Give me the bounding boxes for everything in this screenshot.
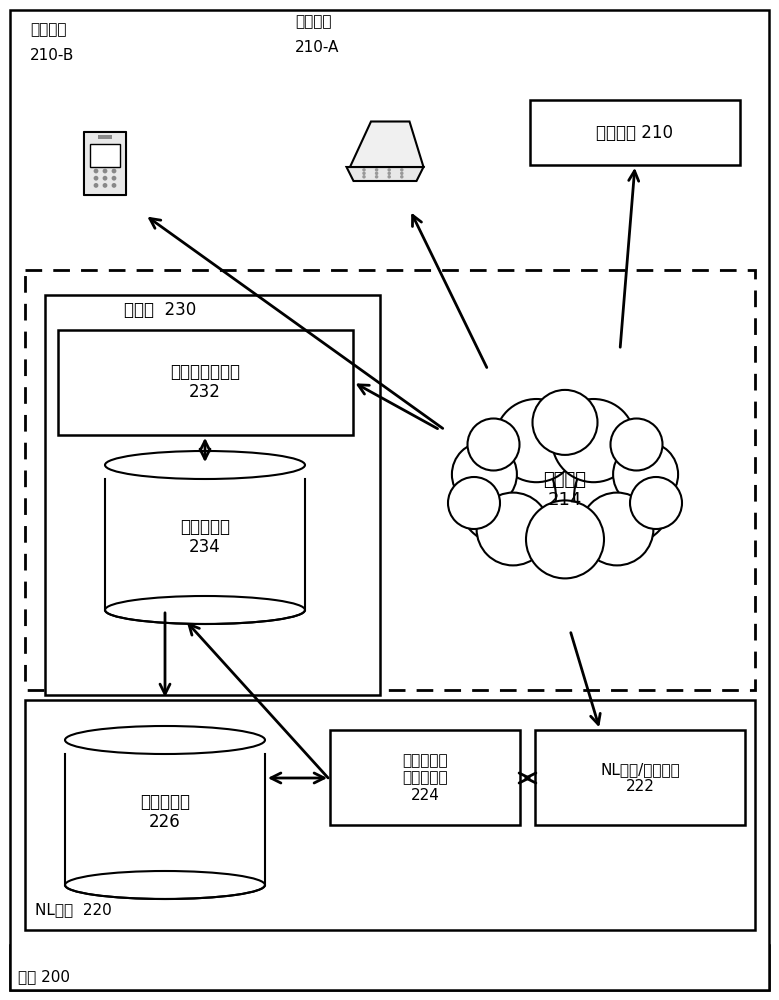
Circle shape: [375, 175, 379, 179]
Bar: [45, 295, 380, 695]
Polygon shape: [350, 121, 424, 167]
Circle shape: [362, 172, 366, 175]
Circle shape: [452, 442, 517, 507]
Circle shape: [362, 175, 366, 179]
Circle shape: [387, 175, 391, 179]
Text: 实体数据库
234: 实体数据库 234: [180, 518, 230, 556]
Text: 系统 200: 系统 200: [18, 970, 70, 984]
Circle shape: [400, 172, 404, 175]
Circle shape: [495, 399, 578, 482]
Circle shape: [375, 172, 379, 175]
Text: NL输入/输出接口
222: NL输入/输出接口 222: [600, 762, 680, 794]
Ellipse shape: [105, 596, 305, 624]
Circle shape: [362, 168, 366, 172]
Text: NL前端  220: NL前端 220: [35, 902, 111, 918]
Circle shape: [630, 477, 682, 529]
Circle shape: [477, 493, 549, 565]
Text: 用户设备: 用户设备: [295, 14, 332, 29]
Circle shape: [387, 172, 391, 175]
Text: 知识获取子系统
232: 知识获取子系统 232: [170, 363, 240, 401]
Bar: [90, 144, 120, 167]
Ellipse shape: [105, 451, 305, 479]
Circle shape: [103, 183, 108, 188]
Circle shape: [103, 169, 108, 173]
Text: 知识库  230: 知识库 230: [124, 301, 196, 319]
Circle shape: [400, 175, 404, 179]
Text: 用户设备 210: 用户设备 210: [597, 124, 674, 142]
Circle shape: [400, 168, 404, 172]
Ellipse shape: [65, 871, 265, 899]
Bar: [58, 330, 353, 435]
Polygon shape: [347, 167, 424, 181]
Bar: [10, 945, 769, 990]
Circle shape: [93, 183, 98, 188]
Bar: [65, 754, 265, 885]
Text: 210-B: 210-B: [30, 47, 74, 62]
Text: 用户设备: 用户设备: [30, 22, 66, 37]
Circle shape: [574, 447, 673, 546]
Bar: [25, 270, 755, 690]
Circle shape: [467, 418, 520, 471]
Text: 转换和故障
处理子系统
224: 转换和故障 处理子系统 224: [402, 753, 448, 803]
Bar: [25, 700, 755, 930]
Text: 转换数据库
226: 转换数据库 226: [140, 793, 190, 831]
Bar: [535, 730, 745, 825]
Circle shape: [111, 176, 116, 181]
Text: 210-A: 210-A: [295, 39, 340, 54]
Circle shape: [457, 447, 556, 546]
Circle shape: [111, 169, 116, 173]
Ellipse shape: [65, 726, 265, 754]
Circle shape: [613, 442, 678, 507]
Circle shape: [552, 399, 635, 482]
Circle shape: [111, 183, 116, 188]
Circle shape: [103, 176, 108, 181]
Bar: [330, 730, 520, 825]
Circle shape: [93, 176, 98, 181]
Circle shape: [533, 390, 597, 455]
Circle shape: [93, 169, 98, 173]
Circle shape: [387, 168, 391, 172]
Bar: [530, 100, 740, 165]
Circle shape: [494, 399, 636, 542]
Text: 通信网络
214: 通信网络 214: [544, 471, 587, 509]
FancyBboxPatch shape: [84, 132, 126, 195]
Bar: [98, 135, 112, 139]
Bar: [105, 479, 305, 610]
Circle shape: [611, 418, 662, 471]
Circle shape: [375, 168, 379, 172]
Circle shape: [526, 500, 604, 578]
Circle shape: [580, 493, 654, 565]
Circle shape: [448, 477, 500, 529]
